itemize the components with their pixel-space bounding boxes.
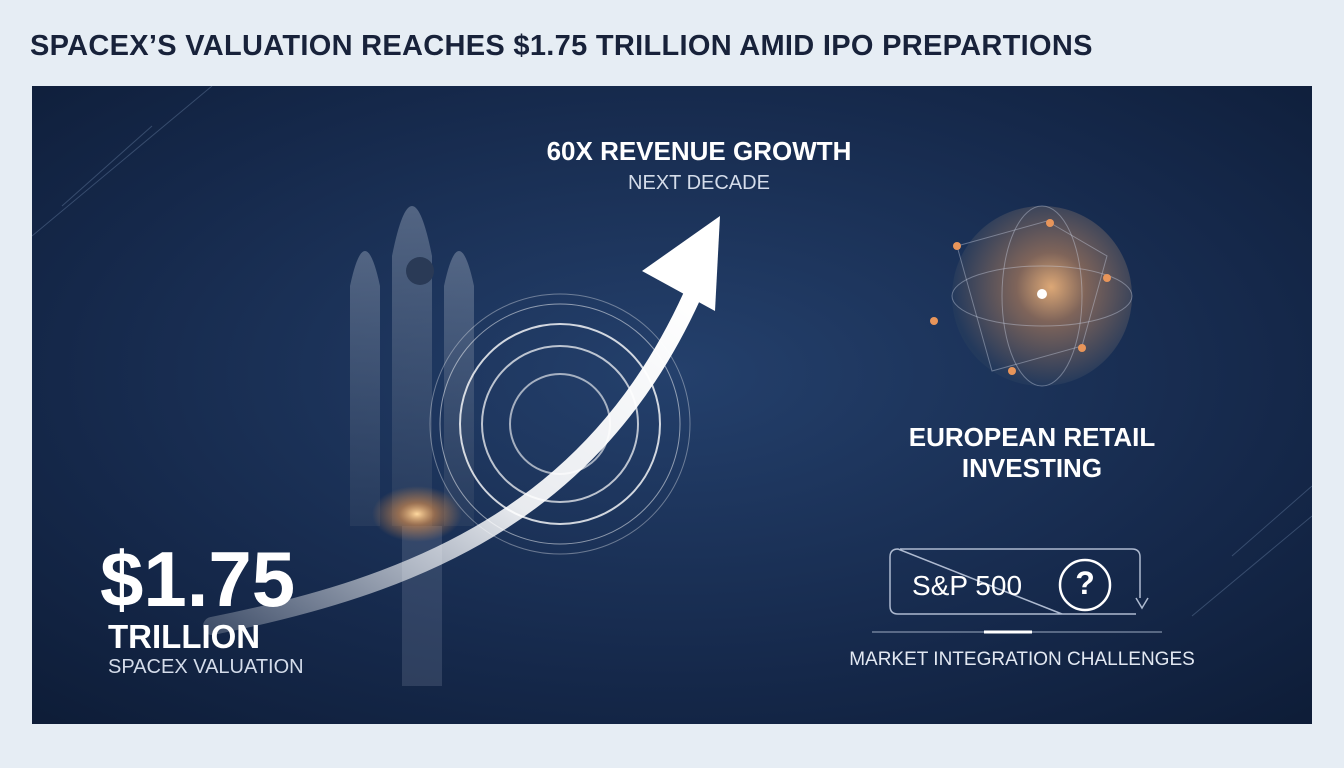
index-box (872, 548, 1162, 634)
valuation-caption: SPACEX VALUATION (108, 656, 304, 678)
infographic-panel: 60X REVENUE GROWTH NEXT DECADE EUROPEAN … (32, 86, 1312, 724)
market-caption: MARKET INTEGRATION CHALLENGES (849, 649, 1195, 670)
growth-sub: NEXT DECADE (628, 172, 770, 194)
decor-lines (32, 86, 1312, 617)
growth-headline: 60X REVENUE GROWTH (546, 136, 852, 166)
valuation-unit: TRILLION (108, 618, 261, 655)
page-title: SPACEX’S VALUATION REACHES $1.75 TRILLIO… (30, 30, 1093, 62)
index-name: S&P 500 (912, 570, 1023, 601)
europe-label: EUROPEAN RETAIL INVESTING (908, 422, 1156, 483)
rocket (350, 206, 474, 686)
index-question: ? (1075, 565, 1095, 601)
globe (930, 205, 1133, 387)
valuation-amount: $1.75 (100, 535, 296, 623)
engine-glow (372, 486, 462, 542)
panel-art (32, 86, 1312, 724)
arrow-head (642, 216, 720, 311)
growth-arrow (203, 287, 701, 635)
